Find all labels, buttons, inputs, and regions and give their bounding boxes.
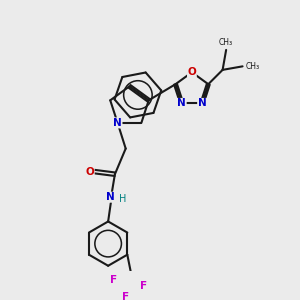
Text: F: F (140, 281, 147, 291)
Text: CH₃: CH₃ (246, 62, 260, 71)
Text: N: N (113, 118, 122, 128)
Text: H: H (119, 194, 126, 203)
Text: N: N (198, 98, 206, 108)
Text: F: F (110, 275, 117, 285)
Text: O: O (188, 67, 196, 77)
Text: O: O (85, 167, 94, 176)
Text: F: F (122, 292, 129, 300)
Text: CH₃: CH₃ (219, 38, 233, 47)
Text: N: N (106, 192, 115, 202)
Text: N: N (177, 98, 186, 108)
